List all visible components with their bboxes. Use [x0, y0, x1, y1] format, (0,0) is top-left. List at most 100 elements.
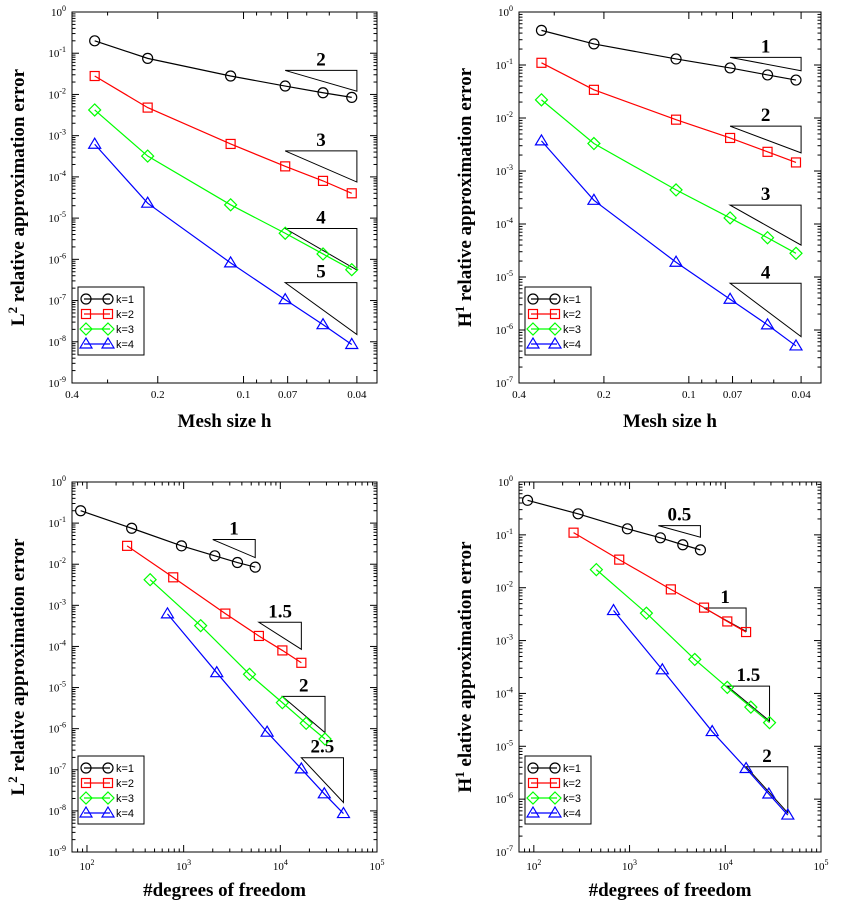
- data-point-k=2: [790, 157, 802, 168]
- slope-triangle: [285, 69, 358, 92]
- data-point-k=4: [294, 761, 309, 774]
- x-tick-label: 102: [526, 858, 541, 873]
- data-point-k=2: [142, 102, 153, 113]
- data-point-k=4: [278, 292, 293, 305]
- data-point-k=3: [193, 618, 208, 633]
- y-tick-label: 10-1: [495, 527, 513, 542]
- data-point-k=4: [534, 133, 549, 146]
- slope-label: 1: [229, 519, 239, 540]
- slope-triangle: [300, 757, 344, 804]
- data-point-k=4: [705, 724, 720, 737]
- legend-marker: [80, 293, 92, 305]
- data-point-k=3: [744, 700, 758, 715]
- y-tick-label: 10-2: [495, 580, 513, 595]
- plot-frame: [71, 11, 378, 384]
- x-tick-label: 104: [273, 858, 288, 873]
- data-point-k=1: [279, 80, 291, 92]
- slope-triangle: [281, 695, 326, 734]
- data-point-k=3: [143, 572, 157, 587]
- legend-label: k=3: [116, 324, 134, 336]
- legend-label: k=4: [116, 339, 134, 351]
- y-tick-label: 10-3: [495, 163, 513, 178]
- y-tick-label: 10-7: [495, 375, 513, 390]
- data-point-k=3: [760, 230, 775, 245]
- data-point-k=2: [220, 608, 231, 619]
- y-tick-label: 10-2: [48, 86, 66, 101]
- y-tick-label: 100: [498, 4, 513, 19]
- data-point-k=4: [761, 786, 776, 799]
- x-tick-label: 0.1: [682, 389, 696, 401]
- data-point-k=2: [346, 188, 357, 199]
- data-point-k=1: [724, 62, 736, 74]
- x-tick-label: 105: [814, 858, 829, 873]
- y-tick-label: 10-1: [48, 515, 66, 530]
- data-point-k=1: [89, 35, 101, 47]
- legend-label: k=4: [563, 808, 581, 820]
- data-point-k=1: [535, 24, 548, 36]
- slope-label: 4: [316, 208, 326, 229]
- data-point-k=2: [614, 554, 625, 565]
- y-tick-label: 10-3: [48, 597, 66, 612]
- data-point-k=1: [126, 522, 138, 534]
- y-tick-label: 100: [51, 4, 66, 19]
- y-tick-label: 10-6: [48, 721, 66, 736]
- slope-label: 1.5: [737, 665, 761, 686]
- data-point-k=4: [606, 603, 621, 616]
- legend-label: k=4: [116, 808, 134, 820]
- x-tick-label: 102: [79, 858, 94, 873]
- data-point-k=2: [317, 175, 329, 186]
- slope-triangle: [729, 125, 802, 154]
- data-point-k=1: [209, 550, 221, 562]
- data-point-k=2: [89, 70, 100, 82]
- data-point-k=4: [140, 196, 155, 208]
- data-point-k=3: [275, 695, 290, 710]
- y-tick-label: 10-3: [48, 128, 66, 143]
- y-tick-label: 10-5: [495, 269, 513, 284]
- slope-triangle: [212, 539, 256, 559]
- data-point-k=2: [280, 161, 291, 172]
- data-point-k=3: [278, 226, 293, 241]
- y-axis-label: H1 relative approximation error: [452, 67, 476, 327]
- x-tick-label: 0.07: [723, 389, 743, 401]
- data-point-k=3: [299, 716, 314, 731]
- data-point-k=1: [761, 69, 774, 81]
- legend-label: k=2: [116, 309, 134, 321]
- data-point-k=4: [760, 317, 775, 330]
- data-point-k=2: [670, 114, 682, 125]
- chart-1: 10010-110-210-310-410-510-610-710-810-90…: [5, 4, 378, 432]
- data-point-k=1: [694, 544, 707, 556]
- y-tick-label: 10-8: [48, 334, 66, 349]
- data-point-k=3: [720, 680, 735, 695]
- slope-label: 4: [761, 262, 771, 283]
- y-tick-label: 10-2: [48, 556, 66, 571]
- y-tick-label: 10-4: [48, 169, 66, 184]
- legend-marker: [78, 336, 94, 349]
- legend-marker: [100, 336, 116, 349]
- slope-label: 3: [761, 184, 771, 205]
- data-point-k=3: [242, 667, 257, 682]
- series-line-k=1: [541, 29, 797, 81]
- y-tick-label: 10-3: [495, 633, 513, 648]
- data-point-k=4: [223, 255, 238, 268]
- chart-4: 100 10-1 10-2 10-3 10-4 10-5 10-6 10-7 102 103 104…: [452, 474, 829, 901]
- slope-label: 2: [299, 675, 309, 696]
- legend-label: k=2: [116, 778, 134, 790]
- data-point-k=1: [670, 53, 682, 65]
- series-line-k=1: [527, 499, 701, 551]
- slope-label: 1: [720, 587, 730, 608]
- data-point-k=4: [317, 786, 332, 799]
- data-point-k=2: [253, 630, 264, 642]
- x-axis-label: Mesh size h: [623, 411, 717, 432]
- slope-triangle: [728, 282, 802, 338]
- series-line-k=4: [166, 613, 344, 814]
- legend-box: [77, 286, 145, 356]
- x-tick-label: 0.07: [278, 389, 298, 401]
- legend-marker: [525, 336, 541, 349]
- data-point-k=1: [175, 540, 188, 552]
- slope-triangle: [728, 204, 802, 246]
- data-point-k=3: [669, 183, 683, 197]
- legend-marker: [548, 791, 562, 805]
- data-point-k=2: [588, 84, 600, 95]
- data-point-k=2: [722, 616, 733, 627]
